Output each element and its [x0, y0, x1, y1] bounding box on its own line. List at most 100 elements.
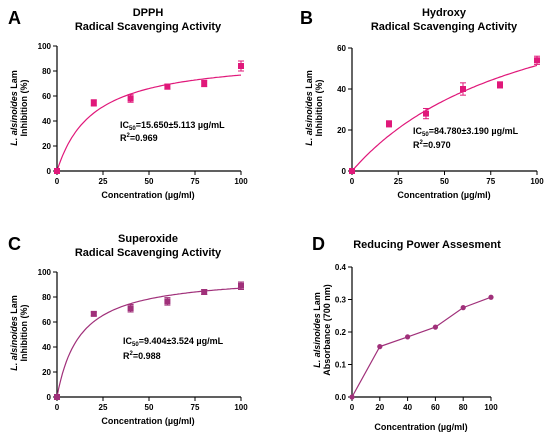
y-tick-label: 20	[42, 368, 51, 377]
data-point	[432, 324, 438, 330]
y-tick-label: 40	[42, 117, 51, 126]
x-tick-label: 75	[191, 403, 200, 412]
y-tick-label: 60	[42, 92, 51, 101]
data-point	[405, 334, 411, 340]
r2-superscript: 2	[127, 133, 131, 139]
fit-curve	[56, 74, 242, 172]
y-tick-label: 40	[337, 85, 346, 94]
x-axis-label: Concentration (µg/ml)	[374, 422, 467, 432]
chart-title-line-2: Radical Scavenging Activity	[75, 247, 222, 259]
ic50-subscript: 50	[129, 126, 136, 132]
y-axis-label-line-1: L. alsinoides Lam	[9, 70, 19, 146]
x-tick-label: 40	[403, 403, 412, 412]
y-tick-label: 0	[47, 167, 52, 176]
y-axis-label-line-2: Inhibition (%)	[19, 80, 29, 137]
chart-title-line-1: DPPH	[133, 7, 164, 19]
chart-title: Reducing Power Assesment	[353, 239, 501, 251]
y-tick-label: 0.4	[335, 263, 347, 272]
r2-label: R	[123, 351, 130, 361]
r2-annotation: R2=0.970	[413, 140, 451, 150]
ic50-value: =9.404±3.524 µg/mL	[139, 336, 224, 346]
panel-label: B	[300, 8, 313, 28]
y-axis-label-rest: Lam	[312, 292, 322, 313]
r2-superscript: 2	[420, 140, 424, 146]
x-tick-label: 50	[145, 177, 154, 186]
x-tick-label: 0	[350, 403, 355, 412]
y-tick-label: 0	[342, 167, 347, 176]
chart-title-line-1: Hydroxy	[422, 7, 467, 19]
x-tick-label: 100	[234, 403, 248, 412]
data-point	[238, 63, 244, 69]
data-point	[386, 120, 392, 127]
x-tick-label: 100	[484, 403, 498, 412]
ic50-value: =84.780±3.190 µg/mL	[429, 126, 519, 136]
r2-annotation: R2=0.988	[123, 351, 161, 361]
x-axis-label: Concentration (µg/ml)	[397, 190, 490, 200]
data-point	[54, 394, 60, 400]
ic50-subscript: 50	[422, 132, 429, 138]
ic50-label: IC	[123, 336, 133, 346]
data-point	[497, 81, 503, 88]
y-axis-label-rest: Lam	[304, 70, 314, 91]
ic50-subscript: 50	[132, 342, 139, 348]
data-point	[488, 294, 494, 300]
r2-superscript: 2	[130, 351, 134, 357]
x-tick-label: 75	[486, 177, 495, 186]
x-tick-label: 25	[394, 177, 403, 186]
r2-label: R	[120, 133, 127, 143]
y-axis-label-rest: Lam	[9, 295, 19, 316]
x-tick-label: 0	[55, 403, 60, 412]
chart-title-line-1: Superoxide	[118, 233, 178, 245]
x-tick-label: 20	[375, 403, 384, 412]
x-tick-label: 75	[191, 177, 200, 186]
panel-d: D Reducing Power Assesment L. alsinoides…	[312, 234, 501, 432]
y-axis-label-line-2: Absorbance (700 nm)	[322, 284, 332, 376]
y-tick-label: 80	[42, 67, 51, 76]
y-axis-label-line-2: Inhibition (%)	[19, 305, 29, 362]
y-axis-label-species: L. alsinoides	[9, 91, 19, 146]
data-point	[201, 289, 208, 295]
y-axis-label-rest: Lam	[9, 70, 19, 91]
panel-label: C	[8, 234, 21, 254]
y-axis-label-line-1: L. alsinoides Lam	[304, 70, 314, 146]
ic50-label: IC	[413, 126, 423, 136]
data-point	[423, 110, 429, 117]
r2-value: =0.988	[133, 351, 161, 361]
y-tick-label: 40	[42, 343, 51, 352]
r2-value: =0.969	[130, 133, 158, 143]
y-axis-label-line-1: L. alsinoides Lam	[312, 292, 322, 368]
r2-value: =0.970	[423, 140, 451, 150]
panel-c: C Superoxide Radical Scavenging Activity…	[8, 233, 248, 426]
fit-curve	[56, 287, 242, 398]
data-point	[534, 57, 540, 64]
x-tick-label: 0	[350, 177, 355, 186]
ic50-annotation: IC50=84.780±3.190 µg/mL	[413, 126, 519, 138]
y-tick-label: 0.0	[335, 393, 347, 402]
panel-a: A DPPH Radical Scavenging Activity L. al…	[8, 7, 248, 200]
plot-area: 0 20 40 60 80 100 0 25 50 75 100	[38, 268, 249, 412]
x-axis-label: Concentration (µg/ml)	[101, 416, 194, 426]
y-tick-label: 100	[38, 268, 52, 277]
y-tick-label: 60	[42, 318, 51, 327]
r2-annotation: R2=0.969	[120, 133, 158, 143]
data-point	[377, 344, 383, 350]
x-tick-label: 100	[234, 177, 248, 186]
plot-area: 0 20 40 60 0 25 50 75 100	[337, 44, 544, 186]
ic50-annotation: IC50=9.404±3.524 µg/mL	[123, 336, 224, 348]
data-point	[349, 394, 355, 400]
x-tick-label: 60	[431, 403, 440, 412]
data-point	[460, 305, 466, 311]
fit-curve	[351, 64, 538, 172]
y-axis-label-species: L. alsinoides	[9, 316, 19, 371]
y-tick-label: 60	[337, 44, 346, 53]
data-point	[164, 298, 171, 305]
plot-area: 0 20 40 60 80 100 0 25 50 75 100	[38, 42, 249, 186]
r2-label: R	[413, 140, 420, 150]
y-axis-label-line-2: Inhibition (%)	[314, 80, 324, 137]
x-tick-label: 80	[459, 403, 468, 412]
y-tick-label: 0.3	[335, 296, 347, 305]
data-point	[201, 80, 208, 87]
data-point	[54, 168, 60, 174]
data-point	[90, 310, 97, 317]
